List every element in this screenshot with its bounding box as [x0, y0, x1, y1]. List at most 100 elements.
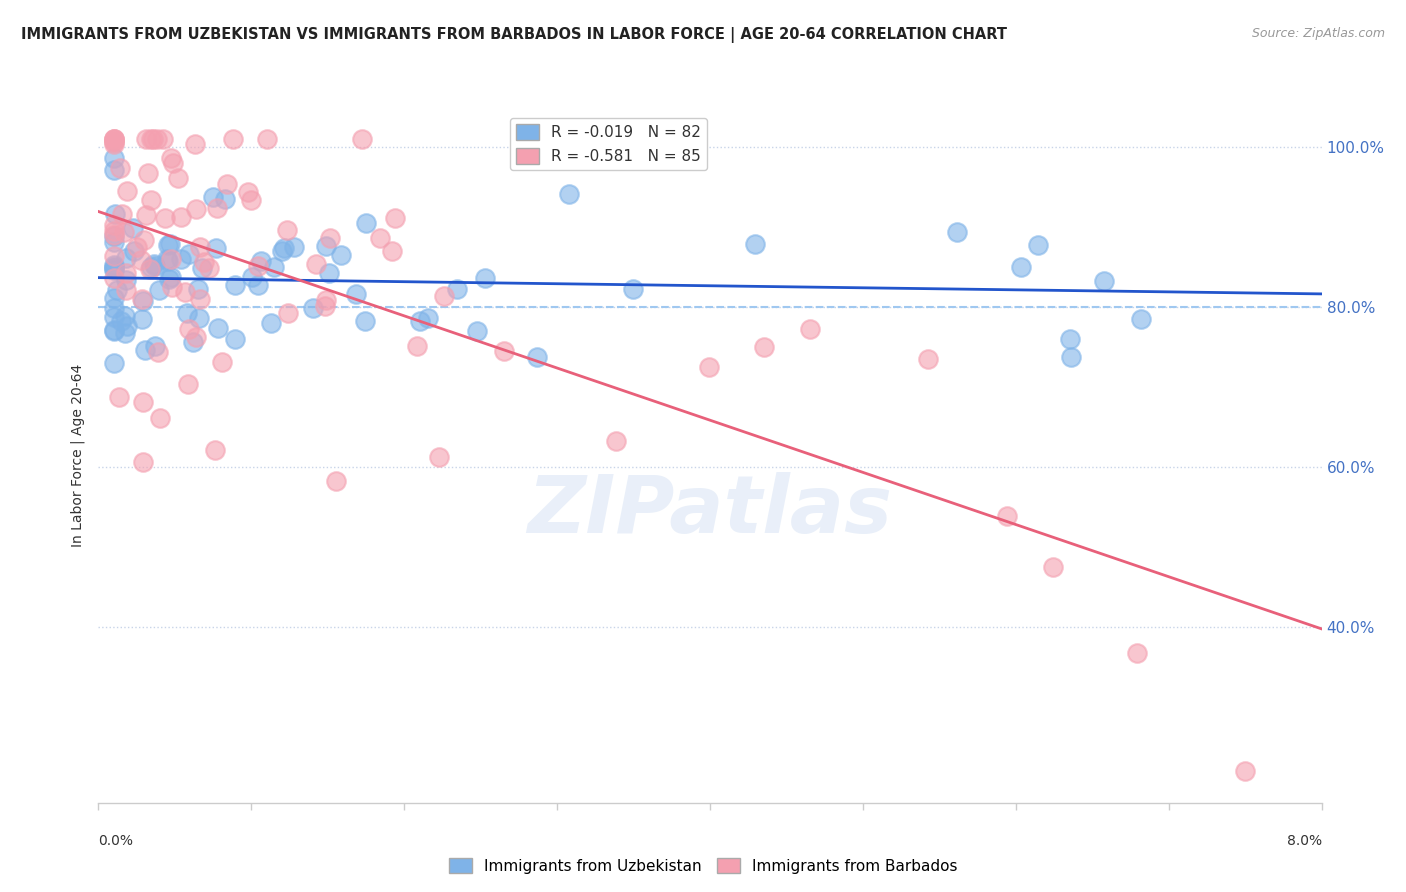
Point	[159, 236, 181, 251]
Point	[131, 292, 153, 306]
Point	[146, 132, 169, 146]
Point	[115, 251, 138, 265]
Point	[325, 474, 347, 488]
Point	[108, 390, 131, 404]
Point	[354, 313, 377, 327]
Point	[207, 320, 229, 334]
Point	[381, 244, 404, 258]
Point	[211, 355, 233, 369]
Point	[141, 193, 163, 207]
Point	[427, 450, 450, 464]
Point	[105, 283, 128, 297]
Point	[1026, 237, 1049, 252]
Point	[201, 190, 224, 204]
Point	[103, 249, 125, 263]
Point	[1234, 764, 1257, 778]
Point	[114, 266, 136, 280]
Point	[108, 161, 131, 176]
Point	[188, 240, 211, 254]
Point	[204, 443, 226, 458]
Point	[125, 240, 148, 254]
Point	[103, 132, 125, 146]
Point	[114, 309, 136, 323]
Point	[124, 244, 146, 259]
Point	[187, 282, 209, 296]
Point	[271, 244, 294, 259]
Point	[370, 231, 392, 245]
Point	[177, 247, 200, 261]
Point	[214, 192, 236, 206]
Point	[318, 266, 340, 280]
Point	[350, 132, 373, 146]
Point	[246, 278, 269, 293]
Point	[103, 322, 125, 336]
Point	[103, 258, 125, 272]
Point	[103, 291, 125, 305]
Point	[112, 225, 135, 239]
Point	[103, 235, 125, 249]
Point	[157, 272, 180, 286]
Point	[177, 377, 200, 392]
Point	[526, 351, 548, 365]
Point	[492, 343, 515, 358]
Point	[259, 316, 281, 330]
Point	[103, 324, 125, 338]
Point	[799, 321, 821, 335]
Point	[132, 294, 155, 309]
Point	[315, 293, 337, 308]
Point	[111, 207, 134, 221]
Point	[132, 395, 155, 409]
Point	[103, 260, 125, 275]
Point	[186, 329, 208, 343]
Point	[384, 211, 406, 226]
Point	[215, 177, 238, 191]
Point	[1129, 312, 1152, 326]
Point	[115, 318, 138, 333]
Point	[193, 254, 215, 268]
Point	[191, 260, 214, 275]
Point	[160, 151, 183, 165]
Point	[143, 259, 166, 273]
Point	[1060, 351, 1083, 365]
Point	[247, 259, 270, 273]
Point	[329, 248, 352, 262]
Point	[446, 282, 468, 296]
Point	[132, 455, 155, 469]
Point	[103, 227, 125, 242]
Point	[103, 271, 125, 285]
Point	[103, 219, 125, 233]
Point	[122, 221, 145, 235]
Point	[103, 162, 125, 177]
Point	[305, 257, 328, 271]
Point	[176, 306, 198, 320]
Point	[103, 260, 125, 274]
Point	[157, 254, 180, 268]
Point	[409, 313, 432, 327]
Point	[129, 253, 152, 268]
Point	[1092, 274, 1115, 288]
Point	[162, 280, 184, 294]
Point	[198, 261, 221, 276]
Point	[184, 137, 207, 152]
Point	[315, 239, 337, 253]
Point	[344, 287, 367, 301]
Point	[224, 277, 246, 292]
Point	[249, 253, 271, 268]
Point	[115, 184, 138, 198]
Text: ZIPatlas: ZIPatlas	[527, 472, 893, 549]
Point	[188, 292, 211, 306]
Point	[205, 241, 228, 255]
Point	[159, 270, 181, 285]
Point	[273, 241, 295, 255]
Point	[995, 509, 1018, 524]
Point	[1125, 646, 1147, 660]
Point	[104, 207, 127, 221]
Point	[1010, 260, 1032, 274]
Point	[139, 132, 162, 146]
Point	[240, 270, 263, 285]
Point	[114, 283, 136, 297]
Point	[558, 186, 581, 201]
Point	[157, 238, 180, 252]
Point	[114, 326, 136, 340]
Point	[136, 166, 159, 180]
